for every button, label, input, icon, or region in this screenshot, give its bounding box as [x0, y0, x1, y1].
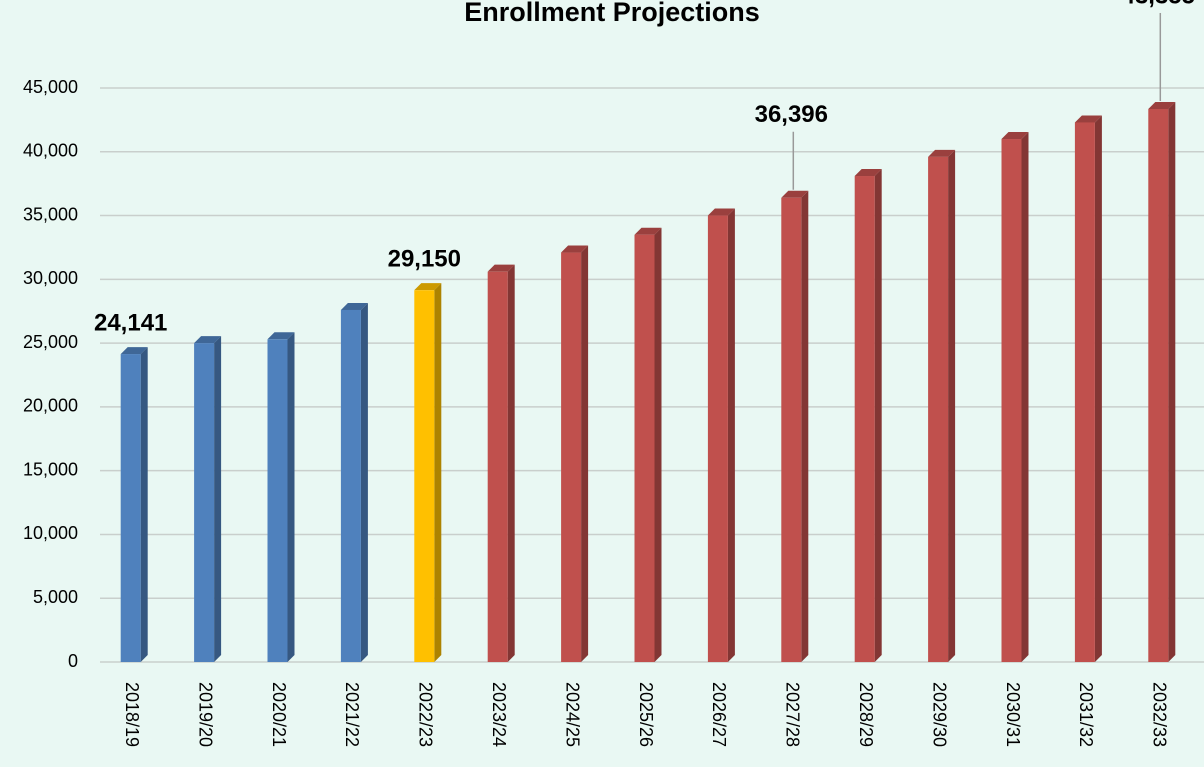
x-tick-label: 2030/31 [1003, 682, 1023, 747]
bar-top [781, 190, 809, 198]
bar-side [507, 264, 515, 662]
bar-top [414, 283, 442, 291]
y-tick-label: 25,000 [23, 332, 78, 352]
bar [1001, 139, 1022, 662]
bar-top [487, 264, 515, 272]
bar [928, 156, 949, 662]
bar-top [120, 347, 148, 355]
bar-top [194, 336, 222, 344]
bar-top [1074, 115, 1102, 123]
bar-top [267, 332, 295, 340]
x-tick-label: 2023/24 [489, 682, 509, 747]
value-label: 24,141 [94, 309, 167, 336]
x-tick-label: 2018/19 [122, 682, 142, 747]
x-tick-label: 2031/32 [1076, 682, 1096, 747]
bar [267, 339, 288, 662]
bar-side [874, 169, 882, 662]
bar-side [214, 336, 222, 662]
x-tick-label: 2028/29 [856, 682, 876, 747]
bar-top [707, 208, 735, 216]
x-tick-label: 2029/30 [929, 682, 949, 747]
bar [854, 176, 875, 662]
y-tick-label: 20,000 [23, 396, 78, 416]
value-label: 43,355 [1122, 0, 1195, 9]
x-tick-label: 2020/21 [269, 682, 289, 747]
bar [1074, 122, 1095, 662]
bar-side [948, 149, 956, 662]
x-tick-label: 2026/27 [709, 682, 729, 747]
bar [561, 252, 582, 662]
bar [1148, 108, 1169, 662]
x-tick-label: 2021/22 [342, 682, 362, 747]
bar-top [634, 227, 662, 235]
bar-side [1168, 101, 1176, 662]
y-tick-label: 35,000 [23, 204, 78, 224]
bar [707, 215, 728, 663]
bar [414, 290, 435, 662]
bar-side [727, 208, 735, 663]
bar-top [561, 245, 589, 253]
bar-side [581, 245, 589, 662]
value-label: 36,396 [755, 101, 828, 128]
bar-side [654, 227, 662, 662]
bar [340, 309, 361, 662]
value-label: 29,150 [388, 246, 461, 273]
y-tick-label: 5,000 [33, 587, 78, 607]
bar-side [1021, 132, 1029, 662]
x-tick-label: 2022/23 [416, 682, 436, 747]
bar [120, 354, 141, 662]
x-tick-label: 2024/25 [562, 682, 582, 747]
bar-side [287, 332, 295, 662]
bar-top [340, 302, 368, 310]
bar-side [360, 302, 368, 662]
bar [781, 197, 802, 663]
y-tick-label: 15,000 [23, 459, 78, 479]
y-tick-label: 40,000 [23, 141, 78, 161]
y-tick-label: 45,000 [23, 77, 78, 97]
x-tick-label: 2025/26 [636, 682, 656, 747]
bar [634, 234, 655, 662]
bar-side [801, 190, 809, 663]
bar-top [1148, 101, 1176, 109]
bar-side [434, 283, 442, 662]
bar-side [1094, 115, 1102, 662]
x-tick-label: 2032/33 [1150, 682, 1170, 747]
bar-top [1001, 132, 1029, 140]
bar [194, 343, 215, 662]
x-tick-label: 2027/28 [783, 682, 803, 747]
y-tick-label: 10,000 [23, 523, 78, 543]
y-tick-label: 30,000 [23, 268, 78, 288]
x-tick-label: 2019/20 [195, 682, 215, 747]
y-tick-label: 0 [68, 651, 78, 671]
bar-side [140, 347, 148, 662]
bar-top [854, 169, 882, 177]
bar-top [928, 149, 956, 157]
chart-title: Enrollment Projections [464, 0, 760, 27]
bar [487, 271, 508, 662]
